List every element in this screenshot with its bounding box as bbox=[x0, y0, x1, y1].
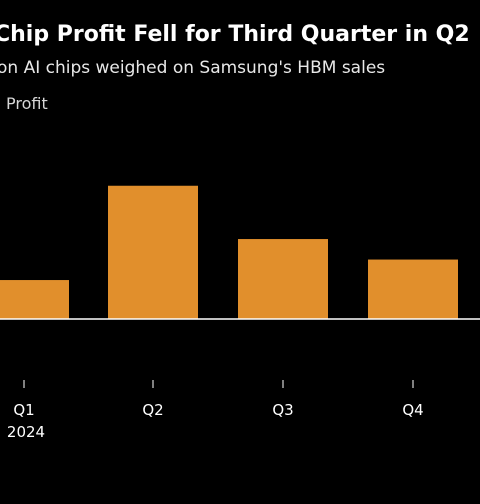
chart-title: Chip Profit Fell for Third Quarter in Q2 bbox=[0, 22, 470, 47]
x-tick-label: Q3 bbox=[272, 401, 293, 419]
bar-q4 bbox=[368, 259, 458, 319]
x-year-label: 2024 bbox=[7, 423, 45, 441]
legend-label: Profit bbox=[6, 94, 48, 113]
bar-q1 bbox=[0, 280, 69, 319]
chart-subtitle: on AI chips weighed on Samsung's HBM sal… bbox=[0, 58, 386, 78]
x-tick-label: Q4 bbox=[402, 401, 423, 419]
bar-q3 bbox=[238, 239, 328, 319]
bar-q2 bbox=[108, 185, 198, 319]
x-tick-label: Q1 bbox=[13, 401, 34, 419]
x-tick-label: Q2 bbox=[142, 401, 163, 419]
